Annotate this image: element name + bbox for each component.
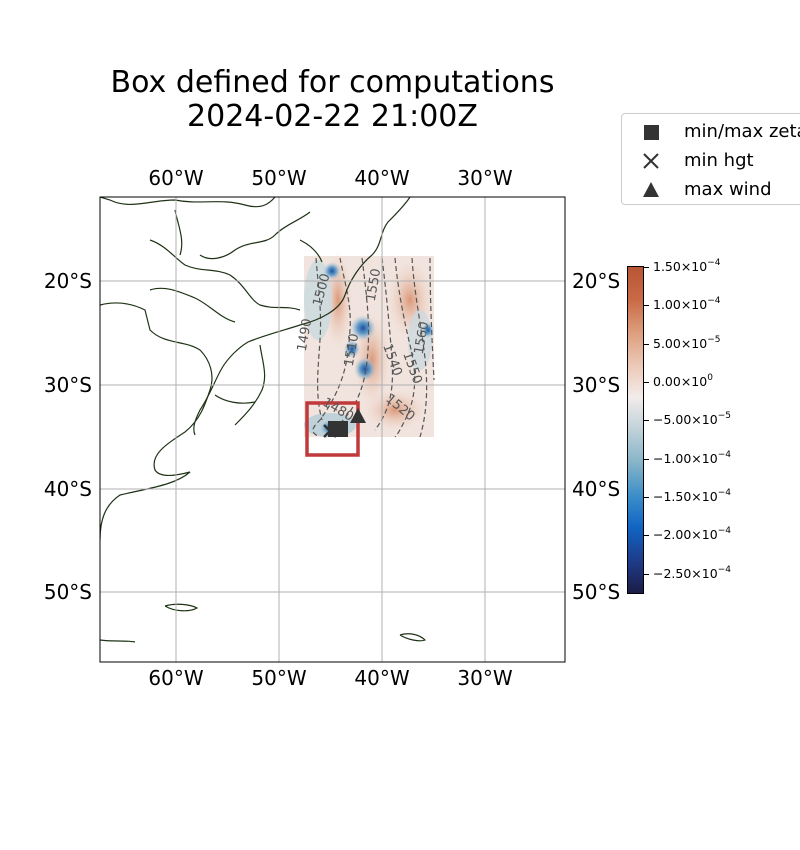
colorbar-tick-label: −2.00×10−4: [653, 526, 731, 543]
colorbar-tick-mark: [644, 267, 649, 268]
contour-line: [429, 257, 435, 381]
right-tick-label: 30°S: [572, 373, 621, 397]
colorbar-tick-label: 1.00×10−4: [653, 296, 721, 313]
south-georgia: [164, 603, 199, 612]
positive-vorticity-band: [365, 390, 425, 430]
legend-item: min/max zeta: [622, 120, 800, 144]
x-marker-icon: [643, 153, 659, 169]
negative-vorticity-center: [323, 262, 341, 280]
left-tick-label: 20°S: [43, 269, 92, 293]
bottom-tick-label: 30°W: [457, 666, 513, 690]
country-border: [149, 287, 236, 323]
colorbar-tick-mark: [644, 305, 649, 307]
negative-vorticity-center: [350, 315, 376, 341]
colorbar-tick-mark: [644, 343, 649, 345]
coastline-north: [100, 197, 276, 208]
top-tick-label: 60°W: [148, 166, 204, 190]
colorbar-tick-mark: [644, 497, 649, 499]
contour-line: [374, 257, 394, 431]
contour-line: [315, 257, 323, 421]
colorbar-tick-label: −2.50×10−4: [653, 564, 731, 581]
bottom-tick-label: 60°W: [148, 666, 204, 690]
map-frame: [99, 196, 566, 663]
colorbar-tick-label: 1.50×10−4: [653, 258, 721, 274]
max-wind-marker: [350, 408, 366, 423]
figure-title-line1: Box defined for computations: [110, 65, 555, 100]
right-tick-label: 40°S: [572, 477, 621, 501]
triangle-marker-icon: [643, 182, 659, 197]
min-hgt-marker: [323, 424, 337, 438]
country-border: [199, 211, 311, 260]
colorbar-tick-label: −1.00×10−4: [653, 449, 731, 466]
colorbar-tick-label: 5.00×10−5: [653, 334, 721, 351]
country-border: [214, 394, 256, 404]
colorbar-tick-label: −5.00×10−5: [653, 411, 731, 428]
legend-label: min hgt: [684, 150, 754, 171]
colorbar-tick-mark: [644, 535, 649, 537]
top-tick-label: 40°W: [354, 166, 410, 190]
colorbar-tick-label: 0.00×100: [653, 373, 713, 390]
contour-line: [312, 257, 351, 437]
colorbar-tick-mark: [644, 573, 649, 575]
bottom-tick-label: 50°W: [251, 666, 307, 690]
computation-box: [305, 401, 360, 457]
gridlines: [100, 197, 565, 662]
tierra-del-fuego: [100, 639, 136, 643]
square-marker-icon: [644, 125, 659, 140]
feature-markers: [323, 408, 366, 438]
legend-item: min hgt: [622, 149, 800, 173]
negative-vorticity-band: [304, 260, 332, 340]
legend-label: min/max zeta: [684, 121, 800, 142]
legend-label: max wind: [684, 179, 772, 200]
colorbar-gradient: [627, 266, 644, 594]
colorbar: [627, 266, 644, 594]
figure-title-line2: 2024-02-22 21:00Z: [187, 99, 478, 134]
colorbar-tick-mark: [644, 420, 649, 422]
country-border: [234, 344, 266, 426]
right-tick-label: 50°S: [572, 580, 621, 604]
contour-line: [411, 257, 428, 438]
bottom-tick-label: 40°W: [354, 666, 410, 690]
left-tick-label: 40°S: [43, 477, 92, 501]
left-tick-label: 30°S: [43, 373, 92, 397]
top-tick-label: 30°W: [457, 166, 513, 190]
country-border: [299, 239, 323, 263]
colorbar-tick-mark: [644, 458, 649, 460]
vorticity-field: [304, 252, 434, 437]
legend: min/max zeta min hgt max wind: [621, 113, 800, 205]
colorbar-tick-label: −1.50×10−4: [653, 488, 731, 505]
falkland-islands: [399, 633, 427, 642]
colorbar-tick-mark: [644, 382, 649, 384]
right-tick-label: 20°S: [572, 269, 621, 293]
brazil-coast: [193, 197, 411, 436]
left-tick-label: 50°S: [43, 580, 92, 604]
contour-line: [394, 257, 416, 438]
negative-vorticity-center: [354, 357, 376, 381]
legend-item: max wind: [622, 178, 800, 202]
top-tick-label: 50°W: [251, 166, 307, 190]
